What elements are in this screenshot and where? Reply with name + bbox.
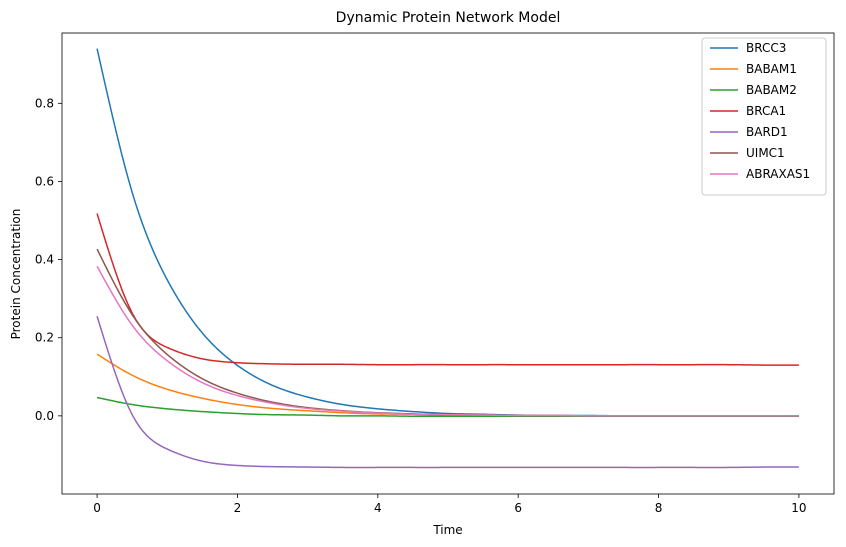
legend-label-brcc3: BRCC3 [746,41,786,55]
plot-area [96,48,799,469]
x-axis-title: Time [432,523,462,537]
series-line-brca1 [96,213,799,366]
axes-frame [61,32,835,495]
legend: BRCC3 BABAM1 BABAM2 BRCA1 BARD1 UIMC1 ABRAXAS1 [701,37,827,196]
legend-label-babam1: BABAM1 [746,62,797,76]
y-tick-label: 0.0 [35,409,54,423]
x-tick-label: 4 [374,501,382,515]
legend-label-abraxas1: ABRAXAS1 [746,167,810,181]
y-axis-title: Protein Concentration [9,209,23,340]
x-tick-label: 8 [655,501,663,515]
x-tick-label: 2 [234,501,242,515]
legend-label-bard1: BARD1 [746,125,788,139]
x-tick-label: 6 [514,501,522,515]
series-line-abraxas1 [96,265,799,417]
series-line-bard1 [96,316,799,469]
chart-title: Dynamic Protein Network Model [336,10,561,26]
legend-label-uimc1: UIMC1 [746,146,785,160]
legend-label-brca1: BRCA1 [746,104,786,118]
y-tick-label: 0.8 [35,96,54,110]
y-tick-label: 0.6 [35,174,54,188]
legend-label-babam2: BABAM2 [746,83,797,97]
axes: 0 2 4 6 8 10 0.0 0.2 0.4 0.6 0.8 [35,32,835,515]
y-tick-label: 0.2 [35,331,54,345]
x-tick-label: 0 [93,501,101,515]
y-tick-label: 0.4 [35,253,54,267]
legend-box [701,37,827,196]
x-tick-label: 10 [791,501,806,515]
